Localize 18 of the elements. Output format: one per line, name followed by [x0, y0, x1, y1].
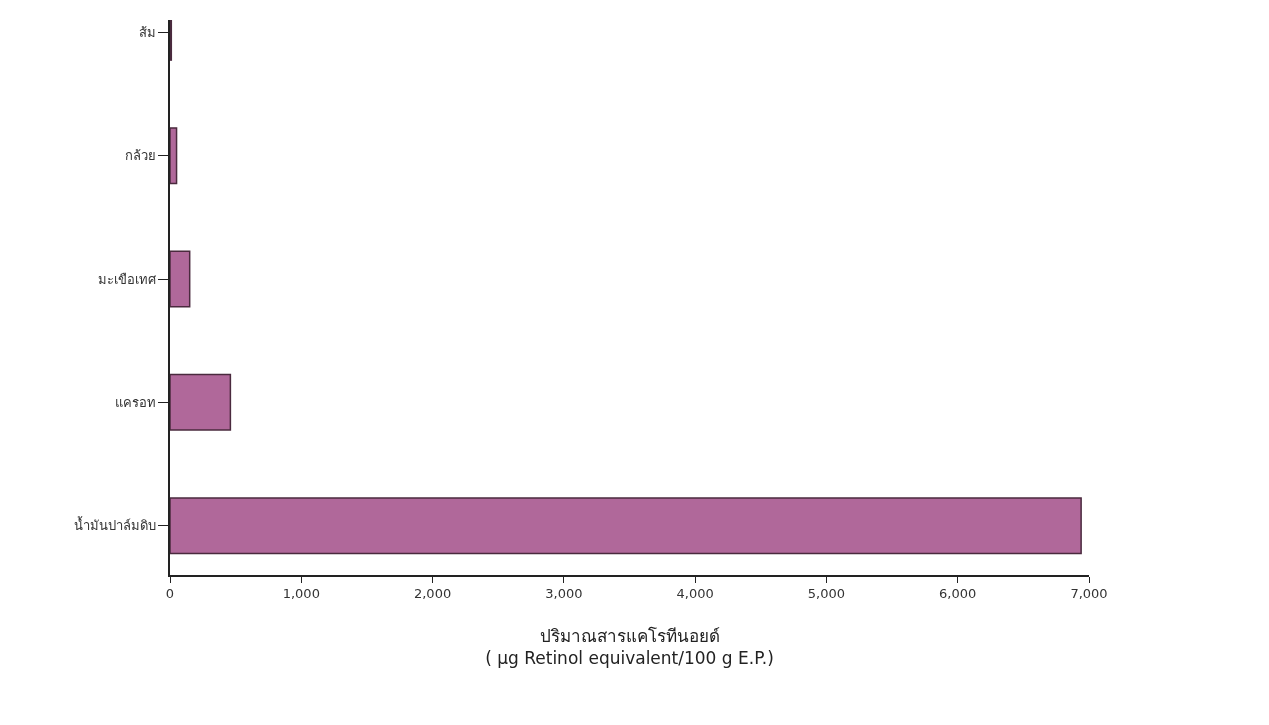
y-tick-label: น้ำมันปาล์มดิบ	[73, 516, 156, 534]
y-tick-label: ส้ม	[138, 24, 156, 40]
y-tick-label: กล้วย	[124, 148, 156, 164]
bar	[170, 127, 178, 185]
x-tick-label: 5,000	[807, 586, 846, 602]
x-tick-label: 1,000	[282, 586, 320, 602]
bar	[170, 373, 232, 431]
bar	[170, 250, 191, 308]
y-tick-label: มะเขือเทศ	[97, 271, 157, 287]
x-tick-label: 6,000	[939, 586, 977, 602]
x-tick-label: 0	[165, 586, 175, 602]
x-tick-label: 2,000	[413, 586, 452, 602]
bar	[170, 497, 1082, 555]
x-tick-label: 3,000	[545, 586, 583, 602]
x-axis-title: ปริมาณสารแคโรทีนอยด์ ( µg Retinol equivalent/100 g E.P.)	[485, 626, 774, 669]
x-tick-label: 7,000	[1070, 586, 1108, 602]
y-tick-label: แครอท	[114, 394, 156, 410]
x-tick-label: 4,000	[676, 586, 714, 602]
